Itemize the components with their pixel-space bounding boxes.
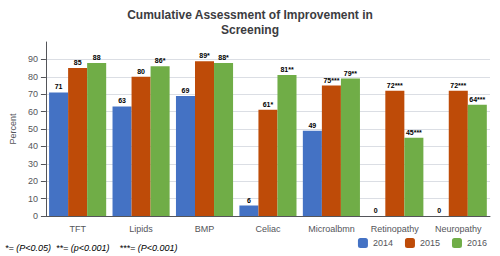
svg-text:0: 0 xyxy=(374,207,378,214)
svg-text:72***: 72*** xyxy=(450,82,466,89)
svg-text:2015: 2015 xyxy=(420,238,440,248)
svg-text:79**: 79** xyxy=(344,70,358,77)
svg-text:50: 50 xyxy=(28,124,38,134)
svg-text:61*: 61* xyxy=(263,101,274,108)
svg-text:6: 6 xyxy=(247,197,251,204)
svg-text:2014: 2014 xyxy=(373,238,393,248)
svg-text:45***: 45*** xyxy=(406,129,422,136)
svg-text:90: 90 xyxy=(28,54,38,64)
svg-text:72***: 72*** xyxy=(387,82,403,89)
svg-text:70: 70 xyxy=(28,89,38,99)
svg-text:10: 10 xyxy=(28,194,38,204)
svg-text:Screening: Screening xyxy=(221,23,279,37)
svg-text:71: 71 xyxy=(55,83,63,90)
svg-text:*= (P<0.05) **= (p<0.001): *= (P<0.05) **= (p<0.001) ***= (P<0.001) xyxy=(5,243,178,253)
svg-text:Retinopathy: Retinopathy xyxy=(371,224,420,234)
svg-text:0: 0 xyxy=(437,207,441,214)
svg-text:80: 80 xyxy=(28,72,38,82)
svg-text:40: 40 xyxy=(28,141,38,151)
svg-text:81**: 81** xyxy=(280,66,294,73)
svg-text:89*: 89* xyxy=(199,52,210,59)
svg-text:88: 88 xyxy=(93,54,101,61)
svg-text:69: 69 xyxy=(182,87,190,94)
svg-text:Cumulative Assessment of Impro: Cumulative Assessment of Improvement in xyxy=(127,8,373,22)
svg-text:80: 80 xyxy=(137,68,145,75)
svg-text:Microalbmn: Microalbmn xyxy=(308,224,355,234)
svg-text:49: 49 xyxy=(308,122,316,129)
svg-text:Celiac: Celiac xyxy=(255,224,281,234)
svg-text:85: 85 xyxy=(74,59,82,66)
svg-text:75***: 75*** xyxy=(323,77,339,84)
svg-text:2016: 2016 xyxy=(467,238,487,248)
svg-text:Neuropathy: Neuropathy xyxy=(435,224,482,234)
svg-text:60: 60 xyxy=(28,107,38,117)
svg-text:30: 30 xyxy=(28,159,38,169)
svg-text:88*: 88* xyxy=(218,54,229,61)
svg-text:0: 0 xyxy=(33,211,38,221)
svg-text:20: 20 xyxy=(28,176,38,186)
svg-text:BMP: BMP xyxy=(195,224,215,234)
svg-text:86*: 86* xyxy=(155,57,166,64)
svg-text:63: 63 xyxy=(118,97,126,104)
svg-text:Lipids: Lipids xyxy=(129,224,153,234)
svg-text:TFT: TFT xyxy=(69,224,86,234)
svg-text:64***: 64*** xyxy=(469,96,485,103)
svg-text:Percent: Percent xyxy=(8,113,18,145)
